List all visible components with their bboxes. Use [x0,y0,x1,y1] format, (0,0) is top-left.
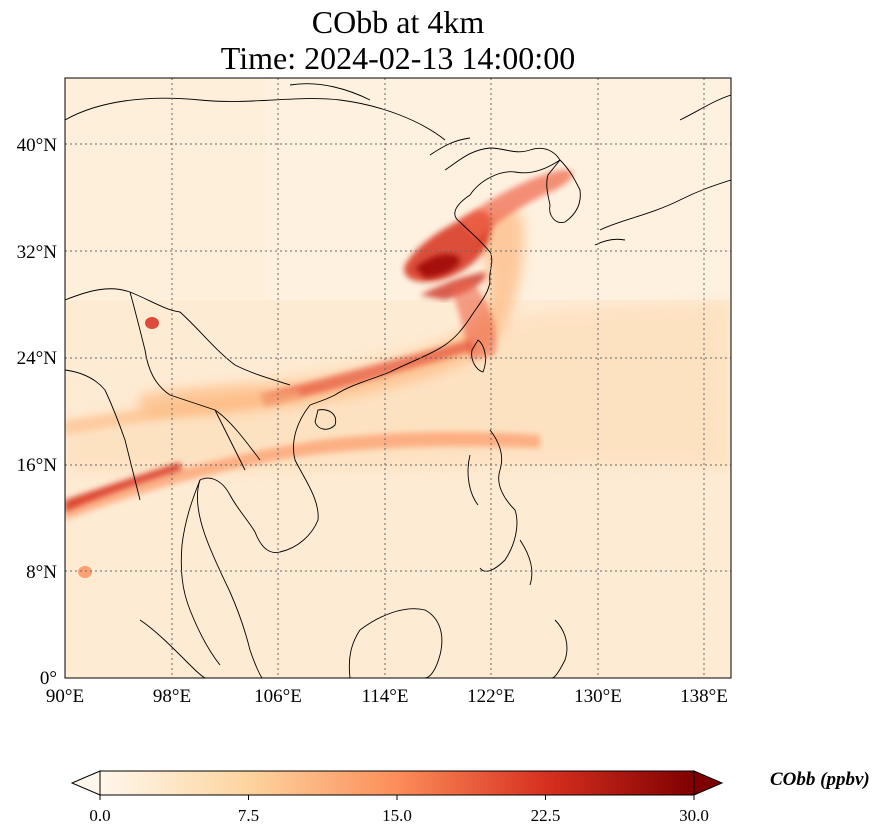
lon-tick-label: 122°E [467,686,515,707]
gridlines [65,78,731,678]
colorbar-gradient [99,770,695,796]
lon-tick-label: 90°E [46,686,84,707]
colorbar-tick-label: 0.0 [89,806,111,825]
colorbar-label: CObb (ppbv) [770,769,870,790]
colorbar-tick-label: 15.0 [382,806,412,825]
colorbar-tick-label: 7.5 [237,806,260,825]
coastlines [65,83,731,678]
colorbar-extend-min [70,770,101,796]
lon-tick-label: 138°E [680,686,728,707]
lat-tick-label: 16°N [17,455,58,476]
colorbar-tick-label: 30.0 [679,806,709,825]
map-title-line1: CObb at 4km [311,4,485,40]
colorbar-extend-max [693,770,724,796]
lat-tick-label: 0° [40,668,57,689]
map-frame [64,77,732,679]
lat-tick-label: 8°N [26,562,57,583]
lat-tick-label: 32°N [17,242,58,263]
colorbar-tick-label: 22.5 [530,806,561,825]
map-title-line2: Time: 2024-02-13 14:00:00 [220,40,576,76]
lon-tick-label: 114°E [362,686,409,707]
colorbar [70,770,724,800]
lat-tick-label: 40°N [17,135,58,156]
lat-tick-label: 24°N [17,348,58,369]
lon-tick-label: 106°E [254,686,302,707]
concentration-field [65,78,731,678]
lon-tick-label: 130°E [574,686,622,707]
lon-tick-label: 98°E [153,686,191,707]
